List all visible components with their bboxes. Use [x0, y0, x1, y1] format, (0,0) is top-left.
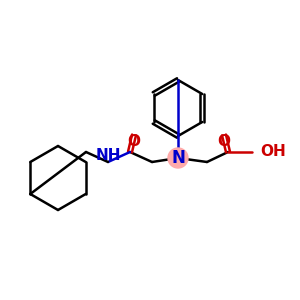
Text: OH: OH: [260, 145, 286, 160]
Text: NH: NH: [95, 148, 121, 164]
Text: N: N: [171, 149, 185, 167]
Text: O: O: [218, 134, 230, 148]
Circle shape: [168, 148, 188, 168]
Text: O: O: [128, 134, 140, 148]
